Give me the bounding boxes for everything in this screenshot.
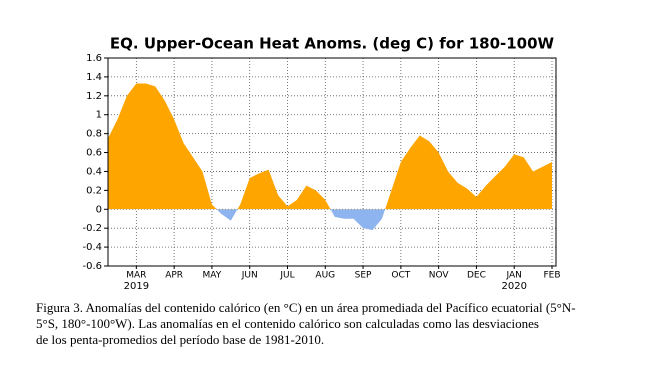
y-tick-label: 1.4	[86, 72, 102, 83]
positive-area	[108, 83, 552, 210]
caption-line: de los penta-promedios del período base …	[36, 332, 325, 347]
y-tick-label: 0.4	[86, 166, 102, 177]
x-tick-label: NOV	[429, 271, 450, 281]
x-tick-label: FEB	[543, 271, 560, 281]
x-tick-label: JUL	[279, 271, 294, 281]
x-tick-label: AUG	[315, 271, 335, 281]
x-tick-label: SEP	[355, 271, 372, 281]
chart-title: EQ. Upper-Ocean Heat Anoms. (deg C) for …	[110, 35, 555, 53]
x-tick-label: JUN	[241, 271, 258, 281]
x-tick-label: DEC	[467, 271, 486, 281]
x-tick-label: JAN	[506, 271, 522, 281]
y-tick-label: 1.6	[86, 53, 102, 64]
caption: Figura 3. Anomalías del contenido calóri…	[36, 300, 636, 348]
x-tick-label: MAY	[203, 271, 222, 281]
plot-frame	[107, 57, 557, 267]
y-tick-label: 0	[96, 204, 102, 215]
y-tick-label: -0.4	[82, 242, 102, 253]
y-tick-label: -0.2	[82, 223, 102, 234]
y-tick-label: 0.6	[86, 148, 102, 159]
year-label: 2020	[501, 281, 526, 292]
year-label: 2019	[124, 281, 149, 292]
chart: EQ. Upper-Ocean Heat Anoms. (deg C) for …	[82, 35, 560, 293]
y-tick-label: 0.2	[86, 185, 102, 196]
y-tick-label: -0.6	[82, 261, 102, 272]
caption-line: 5°S, 180°-100°W). Las anomalías en el co…	[36, 316, 539, 331]
x-tick-label: OCT	[391, 271, 410, 281]
x-tick-label: MAR	[126, 271, 146, 281]
y-tick-label: 0.8	[86, 129, 102, 140]
x-tick-label: APR	[165, 271, 183, 281]
y-tick-label: 1.2	[86, 91, 102, 102]
y-tick-label: 1	[96, 110, 102, 121]
caption-line: Figura 3. Anomalías del contenido calóri…	[36, 300, 576, 315]
